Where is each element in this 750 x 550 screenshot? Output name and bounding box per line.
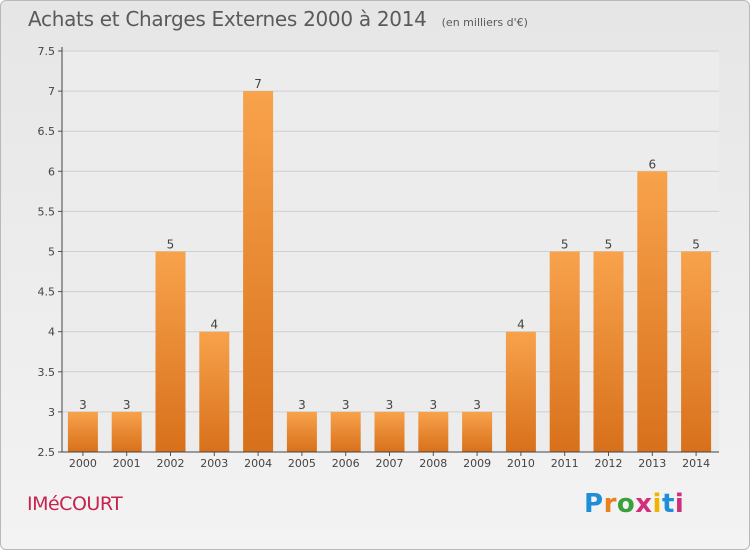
y-tick-label: 6 xyxy=(48,165,55,178)
y-tick-label: 5.5 xyxy=(38,205,56,218)
proxiti-logo: Proxiti xyxy=(584,489,684,519)
x-tick-label: 2009 xyxy=(463,457,491,470)
bar-value-label: 3 xyxy=(342,398,350,412)
logo-letter: i xyxy=(652,489,662,519)
bar xyxy=(67,411,98,452)
y-tick-label: 5 xyxy=(48,246,55,259)
y-tick-label: 6.5 xyxy=(38,125,56,138)
bar xyxy=(462,411,493,452)
bar-value-label: 3 xyxy=(386,398,394,412)
x-tick-label: 2005 xyxy=(288,457,316,470)
chart-title-text: Achats et Charges Externes 2000 à 2014 xyxy=(28,7,427,31)
bar-value-label: 3 xyxy=(123,398,131,412)
logo-letter: t xyxy=(661,489,675,519)
y-tick-label: 7.5 xyxy=(38,45,56,58)
bar-value-label: 3 xyxy=(473,398,481,412)
y-tick-label: 3.5 xyxy=(38,366,56,379)
chart-title: Achats et Charges Externes 2000 à 2014 (… xyxy=(28,7,528,31)
bar xyxy=(593,251,624,452)
bar xyxy=(505,331,536,452)
bar-value-label: 3 xyxy=(298,398,306,412)
x-tick-label: 2001 xyxy=(113,457,141,470)
y-tick-label: 4 xyxy=(48,326,55,339)
x-tick-label: 2000 xyxy=(69,457,97,470)
x-tick-label: 2008 xyxy=(419,457,447,470)
bar xyxy=(418,411,449,452)
x-tick-label: 2002 xyxy=(157,457,185,470)
bar-value-label: 5 xyxy=(692,238,700,252)
x-tick-label: 2006 xyxy=(332,457,360,470)
bar xyxy=(286,411,317,452)
bar xyxy=(111,411,142,452)
bar xyxy=(199,331,230,452)
bar xyxy=(374,411,405,452)
x-tick-label: 2004 xyxy=(244,457,272,470)
bar-value-label: 5 xyxy=(167,238,175,252)
y-tick-label: 7 xyxy=(48,85,55,98)
x-tick-label: 2011 xyxy=(551,457,579,470)
logo-letter: x xyxy=(635,489,653,519)
bar xyxy=(637,171,668,453)
bar-value-label: 7 xyxy=(254,77,262,91)
logo-letter: P xyxy=(584,489,604,519)
bar xyxy=(330,411,361,452)
x-tick-label: 2007 xyxy=(376,457,404,470)
chart-unit-label: (en milliers d'€) xyxy=(441,16,528,29)
y-tick-label: 3 xyxy=(48,406,55,419)
bar-value-label: 5 xyxy=(561,238,569,252)
bar-value-label: 5 xyxy=(605,238,613,252)
logo-letter: i xyxy=(674,489,685,519)
x-tick-label: 2010 xyxy=(507,457,535,470)
bar-value-label: 6 xyxy=(648,157,656,171)
logo-letter: o xyxy=(616,489,636,519)
bar xyxy=(155,251,186,452)
y-tick-label: 4.5 xyxy=(38,286,56,299)
x-tick-label: 2012 xyxy=(595,457,623,470)
logo-letter: r xyxy=(603,489,617,519)
y-tick-label: 2.5 xyxy=(38,446,56,459)
x-tick-label: 2013 xyxy=(638,457,666,470)
bar-value-label: 3 xyxy=(79,398,87,412)
bar-value-label: 3 xyxy=(429,398,437,412)
bar-value-label: 4 xyxy=(517,318,525,332)
bar xyxy=(681,251,712,452)
bar-value-label: 4 xyxy=(210,318,218,332)
bar xyxy=(243,91,274,452)
commune-name: IMéCOURT xyxy=(27,493,123,515)
bar xyxy=(549,251,580,452)
x-tick-label: 2014 xyxy=(682,457,710,470)
x-tick-label: 2003 xyxy=(200,457,228,470)
